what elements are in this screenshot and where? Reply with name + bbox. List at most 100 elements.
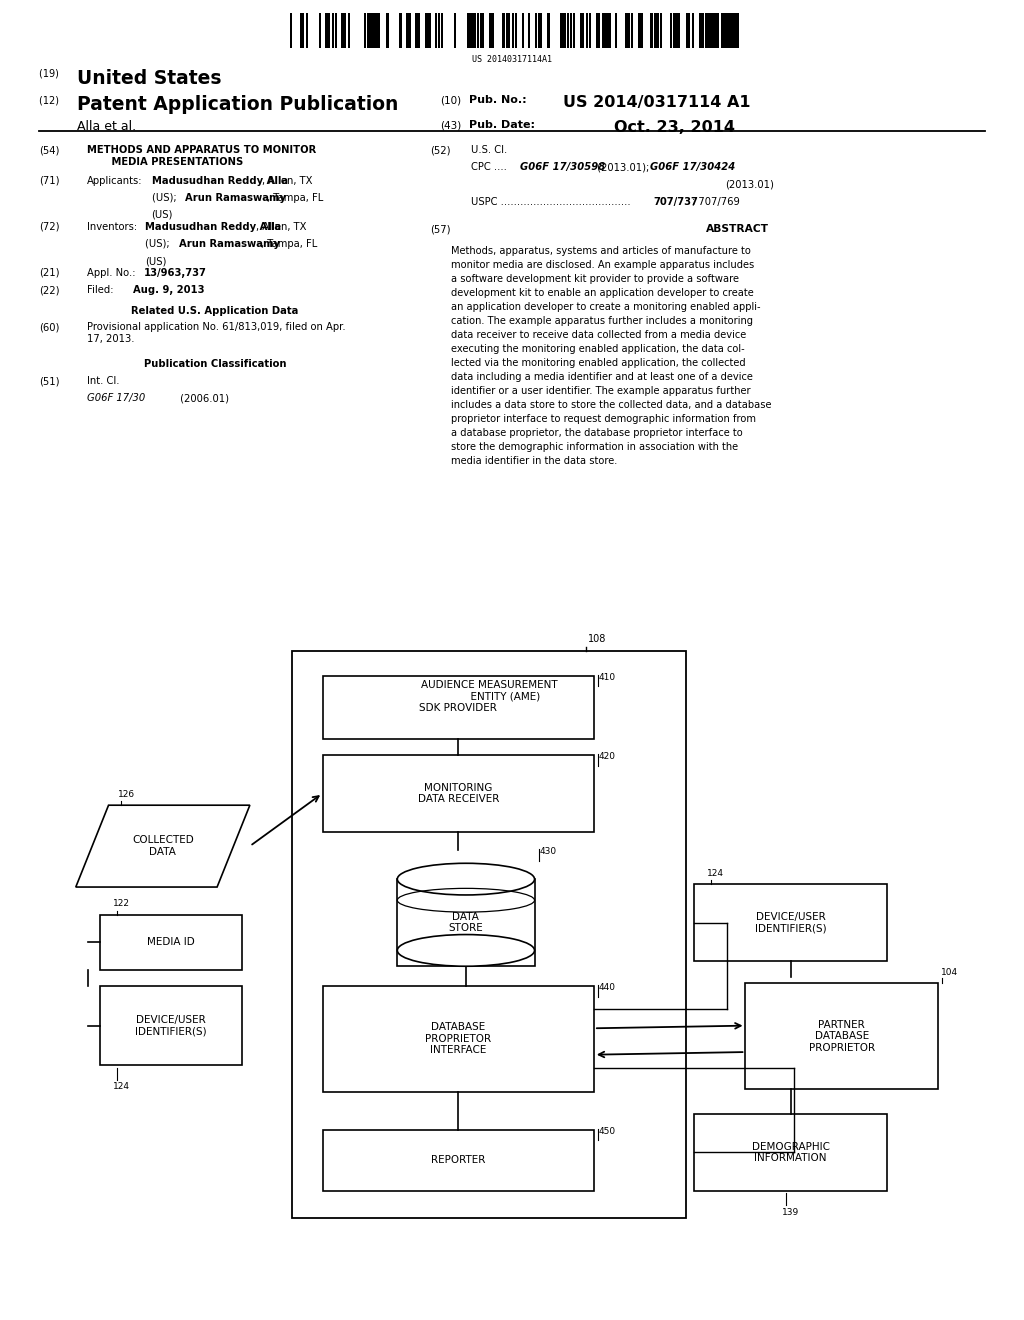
Ellipse shape — [397, 863, 535, 895]
Bar — [715, 12, 719, 49]
Text: (43): (43) — [440, 120, 462, 131]
Bar — [368, 12, 372, 49]
Text: DEVICE/USER
IDENTIFIER(S): DEVICE/USER IDENTIFIER(S) — [755, 912, 826, 933]
Text: , Tampa, FL: , Tampa, FL — [267, 193, 324, 203]
Bar — [698, 12, 703, 49]
Bar — [538, 12, 543, 49]
Bar — [512, 12, 514, 49]
Bar — [290, 12, 292, 49]
Bar — [566, 12, 569, 49]
Bar — [323, 986, 594, 1092]
Bar — [656, 12, 659, 49]
Text: Pub. Date:: Pub. Date: — [469, 120, 535, 131]
Bar — [631, 12, 633, 49]
Bar — [371, 12, 375, 49]
Bar — [306, 12, 308, 49]
Bar — [650, 12, 652, 49]
Bar — [563, 12, 565, 49]
Bar — [100, 986, 242, 1065]
Bar — [416, 12, 420, 49]
Text: Int. Cl.: Int. Cl. — [87, 376, 120, 387]
Bar — [602, 12, 606, 49]
Text: (12): (12) — [39, 95, 62, 106]
Bar — [573, 12, 575, 49]
Bar — [506, 12, 510, 49]
Bar — [515, 12, 517, 49]
Bar — [731, 12, 735, 49]
Text: 122: 122 — [113, 899, 130, 908]
Bar — [589, 12, 592, 49]
Bar — [586, 12, 588, 49]
Text: ; 707/769: ; 707/769 — [692, 197, 740, 207]
Text: Pub. No.:: Pub. No.: — [469, 95, 526, 106]
Bar — [712, 12, 716, 49]
Bar — [745, 983, 938, 1089]
Text: Applicants:: Applicants: — [87, 176, 142, 186]
Bar — [318, 12, 322, 49]
Text: (72): (72) — [39, 222, 59, 232]
Bar — [521, 12, 524, 49]
Text: SDK PROVIDER: SDK PROVIDER — [419, 702, 498, 713]
Text: COLLECTED
DATA: COLLECTED DATA — [132, 836, 194, 857]
Text: Related U.S. Application Data: Related U.S. Application Data — [131, 306, 299, 317]
Text: (22): (22) — [39, 285, 59, 296]
Bar — [374, 12, 380, 49]
Bar — [641, 12, 643, 49]
Text: DEMOGRAPHIC
INFORMATION: DEMOGRAPHIC INFORMATION — [752, 1142, 829, 1163]
Text: United States: United States — [77, 69, 221, 87]
Bar — [608, 12, 610, 49]
Bar — [438, 12, 440, 49]
Text: Alla et al.: Alla et al. — [77, 120, 136, 133]
Text: , Allen, TX: , Allen, TX — [262, 176, 312, 186]
Bar — [638, 12, 642, 49]
Text: Provisional application No. 61/813,019, filed on Apr.
17, 2013.: Provisional application No. 61/813,019, … — [87, 322, 346, 343]
Text: Aug. 9, 2013: Aug. 9, 2013 — [133, 285, 205, 296]
Bar — [535, 12, 537, 49]
Bar — [686, 12, 690, 49]
Bar — [441, 12, 443, 49]
Text: US 20140317114A1: US 20140317114A1 — [472, 54, 552, 63]
Text: 450: 450 — [599, 1127, 616, 1137]
Bar — [570, 12, 572, 49]
Text: (54): (54) — [39, 145, 59, 156]
Text: MEDIA ID: MEDIA ID — [147, 937, 195, 948]
Bar — [406, 12, 411, 49]
Bar — [323, 1130, 594, 1191]
Polygon shape — [76, 805, 250, 887]
Text: G06F 17/30424: G06F 17/30424 — [650, 162, 735, 173]
Bar — [335, 12, 337, 49]
Text: 126: 126 — [118, 789, 135, 799]
Bar — [386, 12, 389, 49]
Bar — [734, 12, 738, 49]
Bar — [503, 12, 505, 49]
Bar — [560, 12, 562, 49]
Text: (US): (US) — [152, 210, 173, 220]
Text: (US);: (US); — [145, 239, 173, 249]
Bar — [480, 12, 484, 49]
Text: (2013.01): (2013.01) — [725, 180, 774, 190]
Text: Methods, apparatus, systems and articles of manufacture to
monitor media are dis: Methods, apparatus, systems and articles… — [451, 246, 771, 466]
Text: DATABASE
PROPRIETOR
INTERFACE: DATABASE PROPRIETOR INTERFACE — [425, 1022, 492, 1056]
Text: USPC ........................................: USPC ...................................… — [471, 197, 631, 207]
Text: , Tampa, FL: , Tampa, FL — [261, 239, 317, 249]
Bar — [625, 12, 629, 49]
Text: US 2014/0317114 A1: US 2014/0317114 A1 — [563, 95, 751, 110]
Bar — [326, 12, 330, 49]
Bar — [348, 12, 350, 49]
Text: METHODS AND APPARATUS TO MONITOR
       MEDIA PRESENTATIONS: METHODS AND APPARATUS TO MONITOR MEDIA P… — [87, 145, 316, 166]
Bar — [300, 12, 304, 49]
Text: 139: 139 — [782, 1208, 800, 1217]
Bar — [615, 12, 617, 49]
Text: PARTNER
DATABASE
PROPRIETOR: PARTNER DATABASE PROPRIETOR — [809, 1019, 874, 1053]
Text: (71): (71) — [39, 176, 59, 186]
Text: (2013.01);: (2013.01); — [594, 162, 652, 173]
Bar — [528, 12, 530, 49]
Text: 104: 104 — [941, 968, 958, 977]
Bar — [694, 1114, 887, 1191]
Text: 410: 410 — [599, 673, 616, 682]
Text: 430: 430 — [540, 847, 557, 857]
Text: (21): (21) — [39, 268, 59, 279]
Bar — [694, 884, 887, 961]
Bar — [435, 12, 437, 49]
Text: (19): (19) — [39, 69, 61, 79]
